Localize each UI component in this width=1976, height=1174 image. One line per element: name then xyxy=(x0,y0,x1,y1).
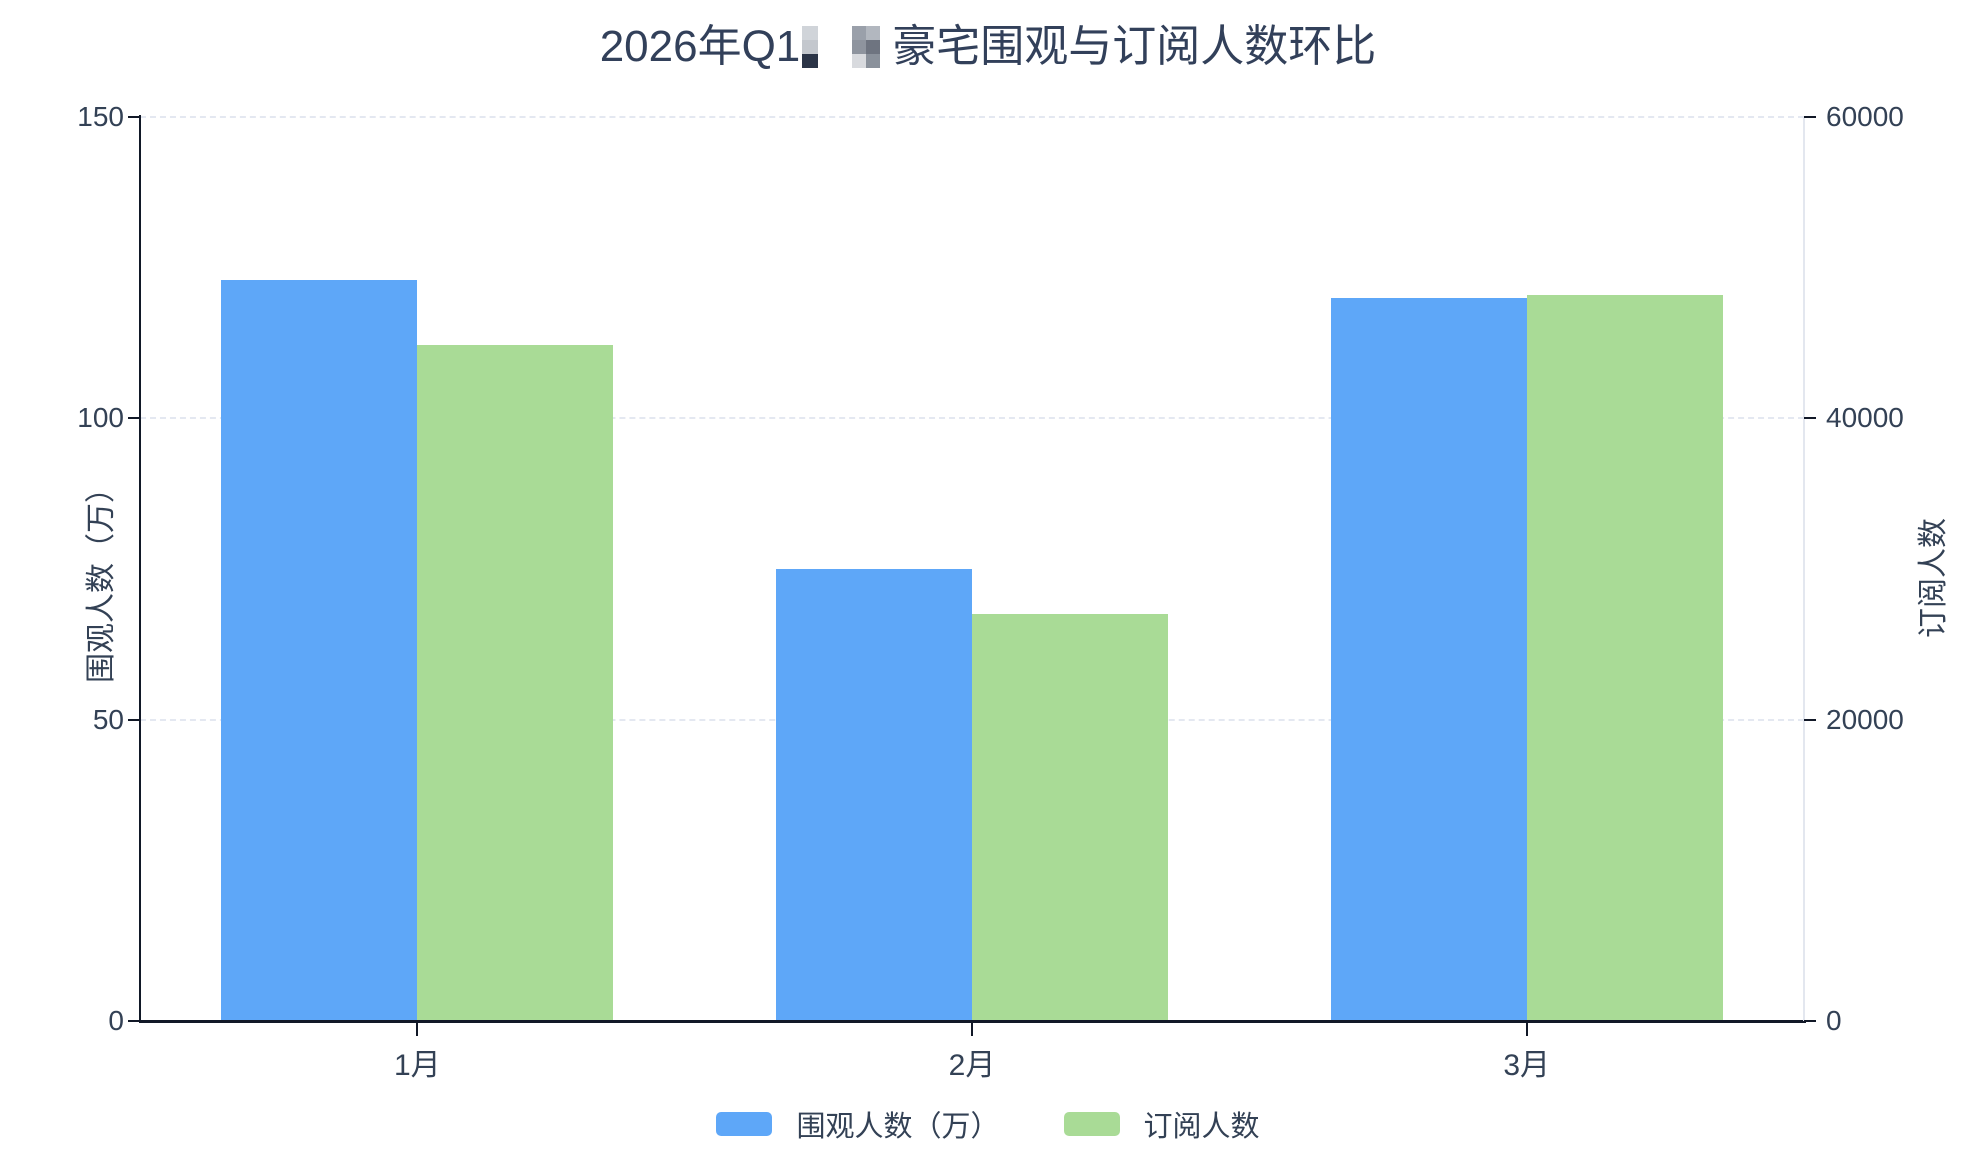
x-axis-tick xyxy=(416,1021,419,1036)
left-axis-tick-label: 0 xyxy=(108,1005,124,1036)
plot-area xyxy=(140,116,1804,1021)
legend-swatch xyxy=(716,1112,773,1136)
left-axis-tick xyxy=(128,417,140,420)
left-y-axis-title: 围观人数（万） xyxy=(85,473,118,683)
legend-swatch xyxy=(1063,1112,1120,1136)
legend: 围观人数（万） 订阅人数 xyxy=(0,1102,1976,1146)
x-axis-tick-label: 2月 xyxy=(948,1049,996,1082)
bar-subscribers-3月[interactable] xyxy=(1526,294,1723,1021)
legend-item-viewers[interactable]: 围观人数（万） xyxy=(716,1103,1000,1145)
mosaic-cell xyxy=(866,54,881,68)
right-axis-tick xyxy=(1804,116,1816,118)
mosaic-cell xyxy=(852,54,867,68)
mosaic-cell xyxy=(802,40,819,54)
right-axis-tick xyxy=(1804,417,1816,420)
left-y-axis-line xyxy=(139,115,141,1023)
right-axis-tick-label: 40000 xyxy=(1826,402,1904,434)
bar-subscribers-2月[interactable] xyxy=(972,614,1168,1021)
legend-label: 围观人数（万） xyxy=(796,1111,1000,1143)
mosaic-cell xyxy=(852,26,867,40)
right-axis-tick xyxy=(1804,1020,1816,1022)
left-axis-tick-label: 50 xyxy=(92,703,124,735)
left-axis-tick-label: 150 xyxy=(77,101,124,132)
bar-viewers-1月[interactable] xyxy=(221,279,418,1021)
left-axis-tick xyxy=(128,1020,140,1022)
left-axis-tick xyxy=(128,718,140,721)
left-axis-tick xyxy=(128,116,140,118)
right-axis-tick xyxy=(1804,718,1816,721)
right-y-axis-title: 订阅人数 xyxy=(1917,518,1950,638)
chart-title-suffix: 豪宅围观与订阅人数环比 xyxy=(892,22,1377,71)
bar-viewers-2月[interactable] xyxy=(776,569,972,1021)
x-axis-tick xyxy=(1525,1021,1528,1036)
mosaic-cell xyxy=(866,26,881,40)
mosaic-cell xyxy=(802,54,819,68)
chart-title-prefix: 2026年Q1 xyxy=(599,22,801,71)
left-axis-tick-label: 100 xyxy=(77,402,124,434)
chart-title: 2026年Q1 豪宅围观与订阅人数环比 xyxy=(0,12,1976,72)
right-axis-tick-label: 60000 xyxy=(1826,101,1904,132)
redaction-mosaic xyxy=(852,26,881,68)
gridline xyxy=(140,417,1804,420)
gridline xyxy=(140,116,1804,118)
x-axis-tick-label: 3月 xyxy=(1503,1049,1550,1082)
x-axis-tick-label: 1月 xyxy=(393,1049,441,1082)
mosaic-cell xyxy=(852,40,867,54)
mosaic-cell xyxy=(802,26,819,40)
right-axis-tick-label: 0 xyxy=(1826,1005,1842,1036)
right-axis-tick-label: 20000 xyxy=(1826,703,1904,735)
redaction-mosaic xyxy=(802,26,819,68)
legend-label: 订阅人数 xyxy=(1143,1111,1260,1143)
legend-item-subscribers[interactable]: 订阅人数 xyxy=(1063,1103,1260,1145)
bar-viewers-3月[interactable] xyxy=(1330,297,1527,1021)
bar-subscribers-1月[interactable] xyxy=(417,344,614,1021)
x-axis-tick xyxy=(971,1021,973,1036)
mosaic-cell xyxy=(866,40,881,54)
right-y-axis-line xyxy=(1803,117,1805,1021)
